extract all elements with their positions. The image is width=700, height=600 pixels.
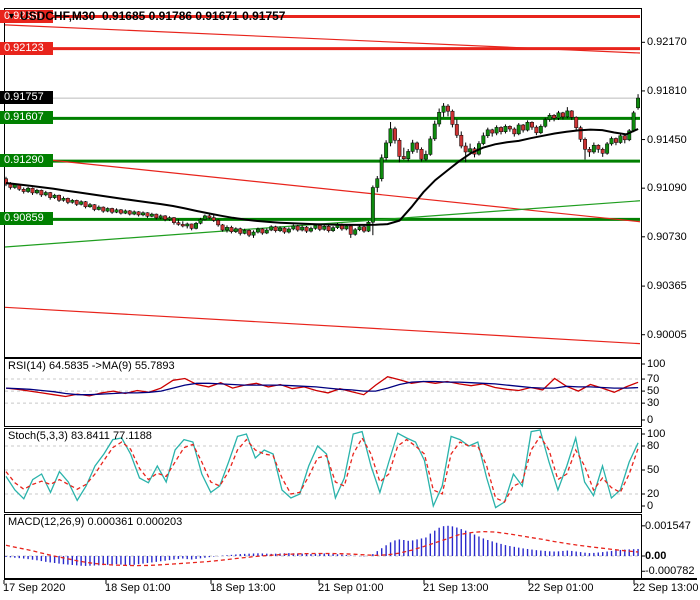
macd-plot xyxy=(5,525,640,567)
chart-title-ohlc: 0.91685 0.91786 0.91671 0.91757 xyxy=(101,9,286,23)
macd-panel-frame xyxy=(4,514,642,579)
collapse-triangle-icon[interactable]: ▼ xyxy=(7,11,16,21)
rsi-indicator-label: RSI(14) 64.5835 ->MA(9) 55.7893 xyxy=(8,360,175,372)
stoch-plot xyxy=(5,429,640,509)
macd-indicator-label: MACD(12,26,9) 0.000361 0.000203 xyxy=(8,516,183,528)
rsi-plot xyxy=(5,375,640,404)
main-panel-frame xyxy=(4,8,642,358)
price-plot xyxy=(5,15,640,345)
time-axis-line xyxy=(4,578,697,580)
chart-title: ▼ USDCHF,M30 0.91685 0.91786 0.91671 0.91… xyxy=(7,9,285,23)
stoch-indicator-label: Stoch(5,3,3) 83.8411 77.1188 xyxy=(8,430,152,442)
chart-title-symbol: USDCHF,M30 xyxy=(19,9,96,23)
